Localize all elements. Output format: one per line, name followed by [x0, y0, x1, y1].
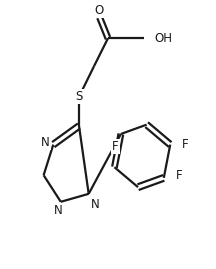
- Text: S: S: [75, 90, 83, 103]
- Text: O: O: [95, 4, 104, 17]
- Text: N: N: [41, 136, 50, 149]
- Text: F: F: [112, 140, 119, 153]
- Text: F: F: [176, 169, 182, 182]
- Text: F: F: [182, 138, 189, 151]
- Text: OH: OH: [154, 32, 172, 45]
- Text: N: N: [54, 204, 63, 217]
- Text: N: N: [91, 198, 100, 211]
